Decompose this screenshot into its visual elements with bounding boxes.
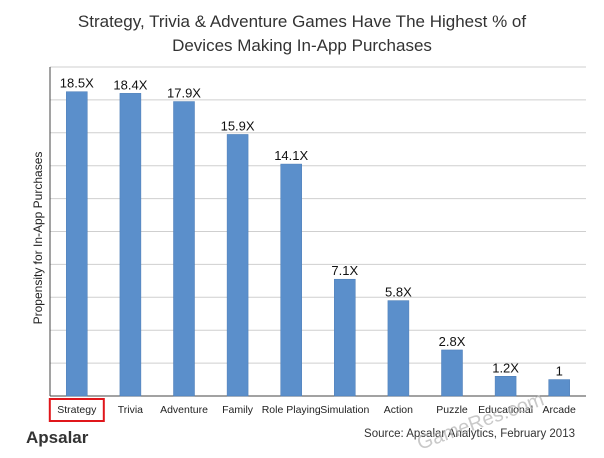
data-label: 5.8X xyxy=(385,285,412,300)
x-tick-label: Family xyxy=(222,404,254,416)
x-tick-label: Trivia xyxy=(118,404,143,416)
bar-educational xyxy=(494,376,517,397)
data-label: 14.1X xyxy=(274,148,308,163)
y-axis-label: Propensity for In-App Purchases xyxy=(31,152,45,325)
x-tick-label: Role Playing xyxy=(262,404,321,416)
chart-title-line1: Strategy, Trivia & Adventure Games Have … xyxy=(78,12,526,31)
data-labels: 18.5X 18.4X 17.9X 15.9X 14.1X 7.1X 5.8X 2.8X 1.2… xyxy=(60,76,563,379)
bars xyxy=(66,91,570,397)
bar-puzzle xyxy=(441,349,463,397)
data-label: 18.4X xyxy=(113,77,147,92)
bar-family xyxy=(226,134,249,397)
x-tick-labels: Strategy Trivia Adventure Family Role Playin… xyxy=(57,404,576,416)
x-tick-label: Puzzle xyxy=(436,404,468,416)
data-label: 18.5X xyxy=(60,76,94,91)
bar-action xyxy=(387,300,410,397)
highlight-box xyxy=(48,398,105,422)
apsalar-logo: Apsalar xyxy=(26,428,89,447)
data-label: 15.9X xyxy=(221,118,255,133)
data-label: 1.2X xyxy=(492,360,519,375)
x-tick-label: Simulation xyxy=(320,404,369,416)
x-tick-label: Arcade xyxy=(543,404,576,416)
chart-title-line2: Devices Making In-App Purchases xyxy=(172,36,432,55)
bar-simulation xyxy=(334,278,356,397)
x-tick-label: Strategy xyxy=(57,404,97,416)
bar-strategy xyxy=(66,91,88,397)
watermark: GameRes.com xyxy=(414,388,547,454)
x-tick-label: Educational xyxy=(478,404,533,416)
bar-arcade xyxy=(548,379,570,397)
source-note: Source: Apsalar Analytics, February 2013 xyxy=(364,428,575,440)
x-tick-label: Action xyxy=(384,404,413,416)
data-label: 17.9X xyxy=(167,86,201,101)
bar-role-playing xyxy=(280,163,302,397)
x-tick-label: Adventure xyxy=(160,404,208,416)
brand-logo-text: Apsalar xyxy=(26,428,89,447)
data-label: 7.1X xyxy=(331,263,358,278)
data-label: 1 xyxy=(556,364,563,379)
bar-adventure xyxy=(173,101,195,397)
bar-trivia xyxy=(119,93,142,397)
data-label: 2.8X xyxy=(439,334,466,349)
